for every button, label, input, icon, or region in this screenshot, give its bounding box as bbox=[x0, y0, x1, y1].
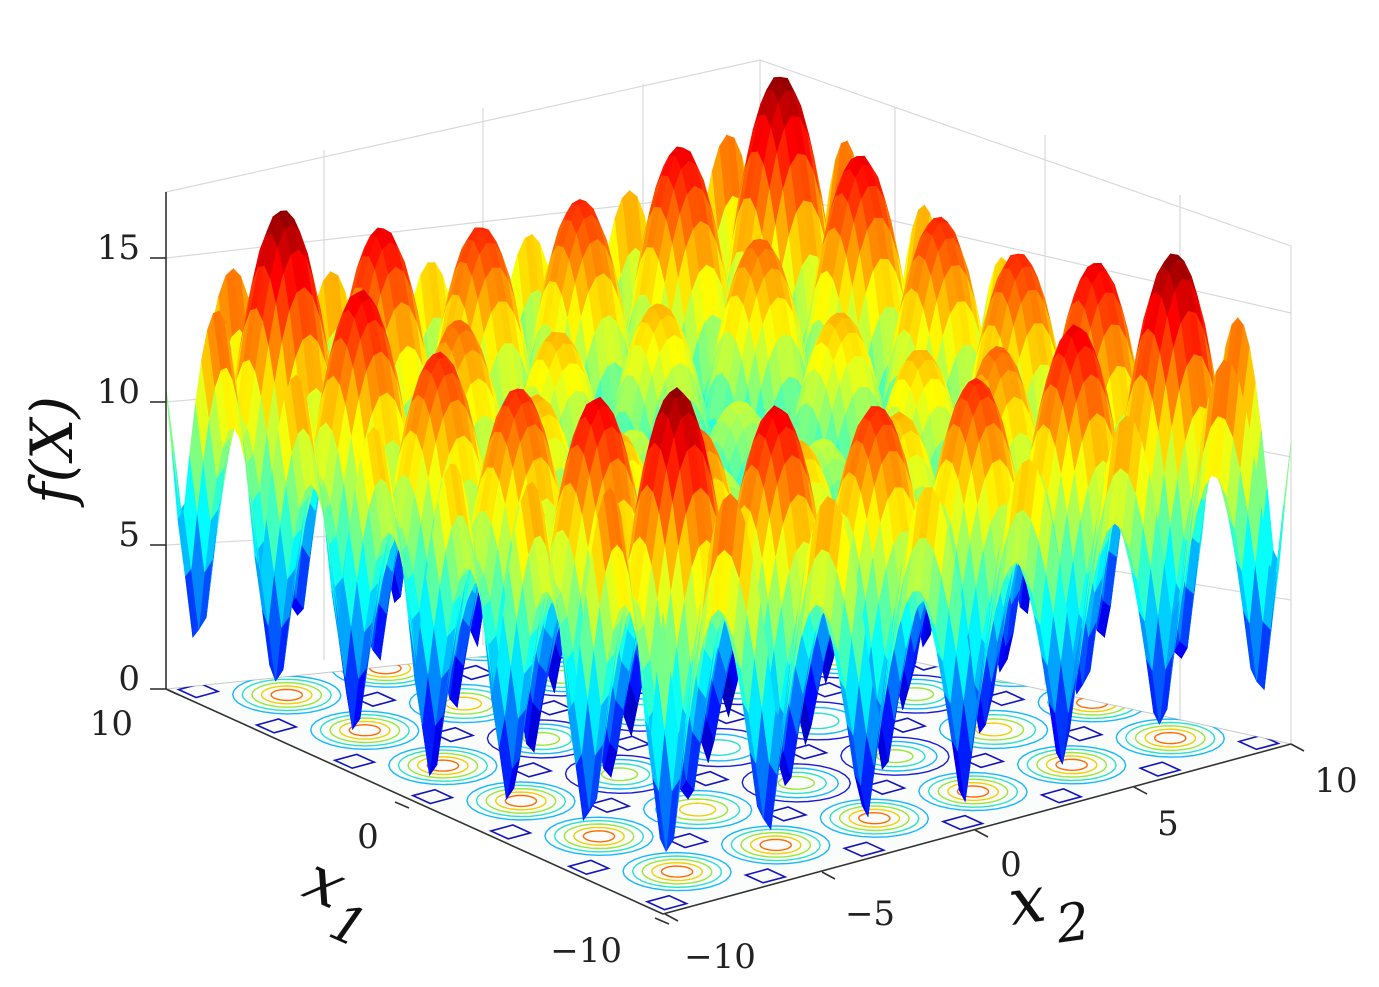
contour-line bbox=[937, 778, 1009, 805]
contour-line bbox=[857, 811, 891, 825]
contour-line bbox=[388, 745, 498, 786]
contour-line bbox=[338, 720, 391, 740]
contour-line bbox=[582, 830, 616, 843]
contour-minimum-marker bbox=[587, 797, 632, 814]
contour-line bbox=[927, 775, 1019, 808]
contour-line bbox=[1125, 721, 1216, 755]
contour-line bbox=[407, 752, 479, 779]
contour-line bbox=[829, 801, 920, 835]
contour-minimum-marker bbox=[332, 753, 377, 770]
contour-line bbox=[522, 731, 561, 746]
contour-line bbox=[426, 759, 460, 772]
contour-minimum-marker bbox=[1039, 788, 1084, 804]
contour-line bbox=[938, 709, 1049, 750]
contour-line bbox=[600, 767, 639, 782]
contour-minimum-marker bbox=[665, 832, 710, 849]
contour-line bbox=[651, 861, 704, 882]
contour-line bbox=[1026, 748, 1117, 782]
contour-line bbox=[622, 851, 732, 892]
surface-patch bbox=[165, 387, 180, 510]
contour-line bbox=[660, 865, 694, 878]
contour-line bbox=[1144, 728, 1197, 748]
contour-line bbox=[838, 805, 910, 832]
contour-line bbox=[974, 722, 1013, 737]
contour-line bbox=[840, 736, 950, 776]
contour-line bbox=[631, 855, 723, 889]
contour-line bbox=[485, 787, 557, 814]
contour-line bbox=[1036, 751, 1108, 778]
contour-line bbox=[918, 771, 1028, 812]
contour-line bbox=[947, 781, 999, 802]
contour-line bbox=[730, 828, 821, 862]
contour-minimum-marker bbox=[842, 841, 887, 857]
contour-line bbox=[876, 749, 914, 764]
contour-line bbox=[678, 802, 717, 817]
contour-minimum-marker bbox=[254, 718, 299, 734]
contour-line bbox=[231, 675, 342, 715]
contour-line bbox=[642, 789, 753, 830]
contour-line bbox=[348, 723, 382, 737]
contour-line bbox=[641, 858, 713, 885]
contour-line bbox=[1153, 731, 1187, 745]
contour-line bbox=[504, 794, 538, 808]
contour-line bbox=[956, 785, 990, 798]
contour-line bbox=[740, 831, 812, 858]
contour-line bbox=[309, 710, 420, 751]
contour-line bbox=[416, 755, 469, 776]
contour-line bbox=[759, 838, 793, 852]
contour-line bbox=[544, 816, 654, 857]
contour-line bbox=[329, 717, 401, 744]
contour-minimum-marker bbox=[566, 859, 611, 876]
contour-line bbox=[270, 688, 304, 702]
contour-minimum-marker bbox=[488, 824, 533, 840]
contour-minimum-marker bbox=[940, 814, 985, 831]
contour-line bbox=[848, 808, 901, 828]
contour-line bbox=[241, 678, 332, 712]
contour-line bbox=[563, 823, 635, 850]
contour-line bbox=[1045, 755, 1098, 775]
contour-line bbox=[654, 794, 741, 826]
contour-line bbox=[260, 685, 313, 705]
contour-line bbox=[741, 763, 852, 803]
contour-line bbox=[397, 749, 489, 782]
contour-line bbox=[251, 681, 323, 708]
contour-minimum-marker bbox=[644, 894, 689, 911]
contour-line bbox=[564, 754, 675, 795]
contour-line bbox=[475, 784, 567, 818]
contour-line bbox=[573, 826, 625, 846]
contour-line bbox=[494, 791, 547, 811]
contour-line bbox=[749, 835, 802, 855]
contour-line bbox=[1055, 758, 1089, 772]
contour-line bbox=[553, 819, 645, 853]
contour-minimum-marker bbox=[1137, 761, 1183, 777]
surface bbox=[165, 76, 1292, 853]
contour-line bbox=[319, 713, 410, 747]
contour-line bbox=[1016, 745, 1127, 785]
contour-line bbox=[819, 798, 930, 838]
contour-minimum-marker bbox=[410, 788, 455, 805]
contour-line bbox=[777, 775, 816, 790]
contour-line bbox=[466, 781, 576, 821]
contour-line bbox=[720, 825, 831, 865]
contour-minimum-marker bbox=[743, 868, 788, 884]
contour-line bbox=[1134, 725, 1206, 752]
